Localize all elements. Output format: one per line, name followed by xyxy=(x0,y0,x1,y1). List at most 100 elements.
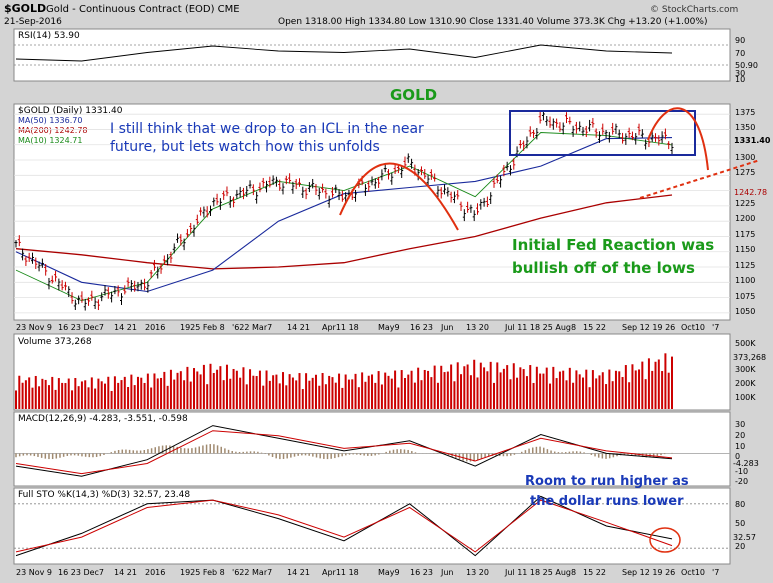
volume-bar xyxy=(591,370,594,409)
volume-bar xyxy=(136,376,139,409)
price-tick-1275: 1275 xyxy=(735,168,755,177)
volume-bar xyxy=(588,387,591,409)
volume-bar xyxy=(489,361,492,409)
x-label-2: 14 21 xyxy=(114,323,137,332)
volume-bar xyxy=(473,359,476,409)
volume-bar xyxy=(522,369,525,409)
volume-bar xyxy=(120,380,123,409)
watermark: © StockCharts.com xyxy=(650,5,738,15)
volume-bar xyxy=(94,388,97,409)
volume-bar xyxy=(460,374,463,409)
volume-bar xyxy=(361,372,364,409)
macd-tick-0: 0 xyxy=(735,452,740,461)
volume-bar xyxy=(647,358,650,409)
volume-bar xyxy=(156,378,159,409)
price-panel xyxy=(13,103,731,321)
volume-bar xyxy=(542,373,545,409)
volume-bar xyxy=(354,373,357,409)
volume-bar xyxy=(364,381,367,409)
volume-bar xyxy=(77,386,80,409)
volume-bar xyxy=(466,364,469,409)
volume-bar xyxy=(403,378,406,409)
annotation-icl-line1: I still think that we drop to an ICL in … xyxy=(110,121,424,137)
volume-bar xyxy=(97,378,100,409)
volume-bar xyxy=(638,369,641,409)
volume-bar xyxy=(387,375,390,409)
volume-bar xyxy=(193,368,196,409)
volume-bar xyxy=(545,367,548,409)
x-label-bottom-15: Oct10 xyxy=(681,568,705,577)
volume-bar xyxy=(206,384,209,409)
volume-bar xyxy=(225,364,228,409)
volume-bar xyxy=(628,382,631,409)
contract-name: Gold - Continuous Contract (EOD) CME xyxy=(46,4,240,15)
volume-bar xyxy=(258,370,261,409)
volume-bar xyxy=(100,381,103,409)
volume-bar xyxy=(499,372,502,409)
volume-tick-100k: 100K xyxy=(735,393,756,402)
volume-bar xyxy=(305,373,308,409)
sto-panel xyxy=(13,487,731,565)
volume-bar xyxy=(301,389,304,409)
x-label-bottom-14: Sep 12 19 26 xyxy=(622,568,675,577)
volume-bar xyxy=(661,371,664,409)
volume-bar xyxy=(31,387,34,409)
volume-bar xyxy=(318,385,321,409)
volume-bar xyxy=(463,366,466,409)
volume-bar xyxy=(595,378,598,409)
volume-bar xyxy=(130,374,133,409)
sto-circle xyxy=(649,527,681,553)
volume-bar xyxy=(347,379,350,409)
x-label-bottom-1: 16 23 Dec7 xyxy=(58,568,104,577)
volume-bar xyxy=(255,376,258,409)
volume-bar xyxy=(397,387,400,409)
volume-bar xyxy=(186,366,189,409)
symbol-label: $GOLD xyxy=(4,2,46,15)
macd-tick-30: 30 xyxy=(735,420,745,429)
volume-bar xyxy=(558,371,561,409)
volume-bar xyxy=(371,374,374,409)
volume-bar xyxy=(562,370,565,409)
volume-bar xyxy=(453,381,456,409)
volume-bar xyxy=(275,374,278,409)
x-label-bottom-0: 23 Nov 9 xyxy=(16,568,52,577)
macd-signal-line xyxy=(15,430,673,475)
volume-bar xyxy=(525,376,528,409)
rsi-panel xyxy=(13,28,731,82)
volume-tick-300k: 300K xyxy=(735,365,756,374)
macd-tick-neg20: -20 xyxy=(735,477,748,486)
x-label-9: 16 23 xyxy=(410,323,433,332)
volume-bar xyxy=(436,382,439,409)
volume-bar xyxy=(552,366,555,409)
macd-tick-20: 20 xyxy=(735,431,745,440)
annotation-fed-line2: bullish off of the lows xyxy=(512,259,695,277)
volume-bar xyxy=(219,366,222,409)
volume-bar xyxy=(291,377,294,409)
volume-bar xyxy=(430,377,433,409)
volume-bar xyxy=(84,380,87,409)
x-label-bottom-11: 13 20 xyxy=(466,568,489,577)
volume-bar xyxy=(239,377,242,409)
price-legend-2: MA(200) 1242.78 xyxy=(18,126,88,135)
volume-bar xyxy=(57,378,60,409)
volume-bar xyxy=(87,387,90,409)
annotation-room-line2: the dollar runs lower xyxy=(530,494,684,509)
x-label-0: 23 Nov 9 xyxy=(16,323,52,332)
may-arc xyxy=(339,162,459,231)
volume-bar xyxy=(229,378,232,409)
x-label-8: May9 xyxy=(378,323,400,332)
price-tick-1175: 1175 xyxy=(735,230,755,239)
x-label-3: 2016 xyxy=(145,323,165,332)
volume-bar xyxy=(90,377,93,409)
price-legend-0: $GOLD (Daily) 1331.40 xyxy=(18,106,123,116)
volume-bar xyxy=(282,372,285,409)
price-tick-last: 1331.40 xyxy=(734,136,771,145)
annotation-fed-line1: Initial Fed Reaction was xyxy=(512,236,714,254)
volume-bar xyxy=(664,353,667,409)
x-label-bottom-6: 14 21 xyxy=(287,568,310,577)
x-label-bottom-10: Jun xyxy=(440,568,454,577)
volume-bar xyxy=(390,378,393,409)
volume-bar xyxy=(38,386,41,409)
volume-bar xyxy=(651,370,654,409)
price-legend-1: MA(50) 1336.70 xyxy=(18,116,82,125)
